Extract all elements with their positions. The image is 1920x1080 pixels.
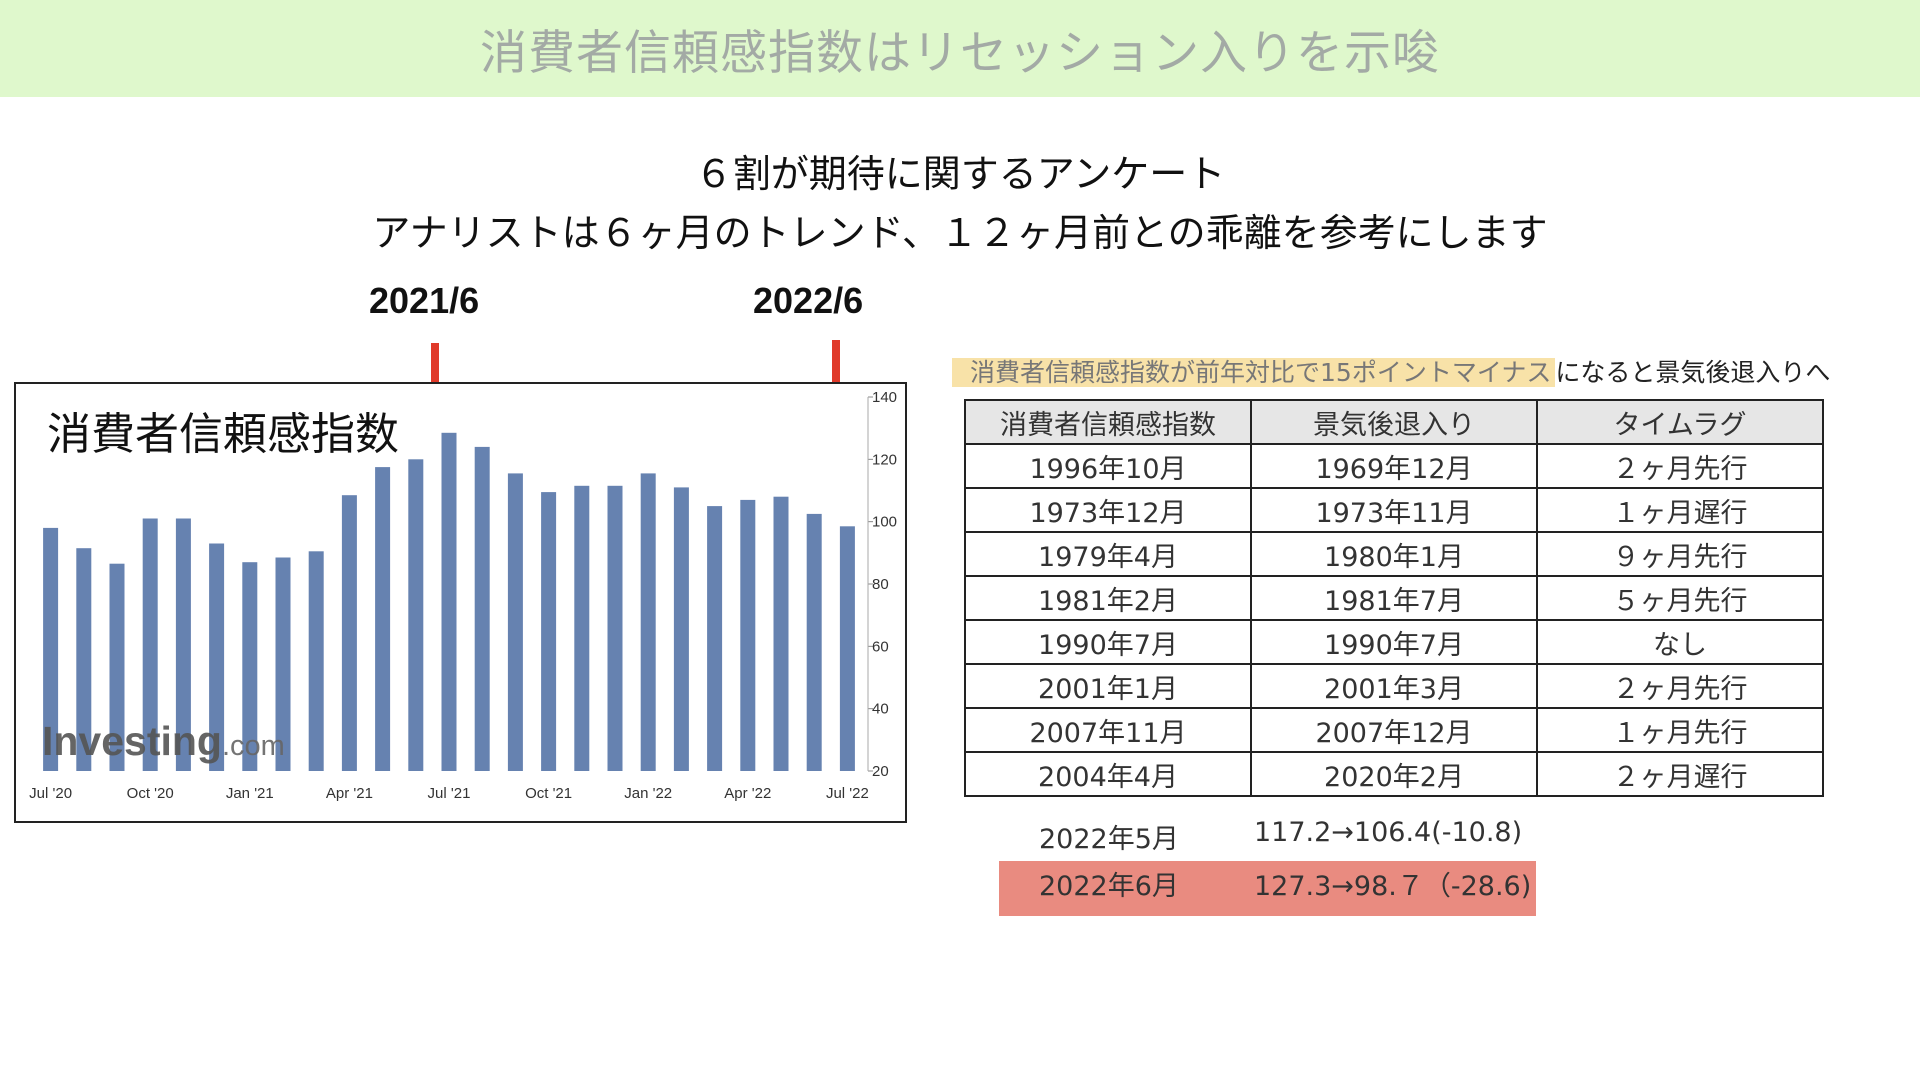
- table-row: 2004年4月 2020年2月 ２ヶ月遅行: [964, 751, 1824, 797]
- bar-chart: 20 40 60 80 100 120 140 Jul '20 Oct '20 Jan '21 A…: [29, 389, 897, 802]
- bars-group: [43, 432, 855, 771]
- bar-2022-02: [673, 487, 689, 771]
- bar-2020-07: [43, 527, 59, 771]
- table-cell: 1969年12月: [1250, 443, 1538, 489]
- bar-2021-08: [474, 446, 490, 771]
- table-row: 1990年7月 1990年7月 なし: [964, 619, 1824, 665]
- bar-2022-07: [839, 526, 855, 771]
- x-tick-label: Oct '20: [127, 785, 174, 802]
- table-cell: ２ヶ月先行: [1536, 443, 1824, 489]
- bar-2021-06: [408, 459, 424, 771]
- bar-2021-11: [574, 485, 590, 771]
- table-row: 1979年4月 1980年1月 ９ヶ月先行: [964, 531, 1824, 577]
- bar-2022-06: [806, 513, 822, 771]
- bar-2020-08: [76, 548, 92, 771]
- recession-note: 消費者信頼感指数が前年対比で15ポイントマイナス になると景気後退入りへ: [952, 353, 1830, 393]
- table-cell: ９ヶ月先行: [1536, 531, 1824, 577]
- bar-2021-04: [341, 495, 357, 771]
- highlight-band: [999, 861, 1536, 916]
- bar-2021-12: [607, 485, 623, 771]
- y-tick-label: 140: [872, 389, 897, 406]
- table-cell: 2007年12月: [1250, 707, 1538, 753]
- x-tick-label: Jan '21: [226, 785, 274, 802]
- bar-2021-02: [275, 557, 291, 771]
- table-row: 1981年2月 1981年7月 ５ヶ月先行: [964, 575, 1824, 621]
- y-tick-label: 20: [872, 763, 889, 780]
- table-row: 1973年12月 1973年11月 １ヶ月遅行: [964, 487, 1824, 533]
- extra-row-change: 117.2→106.4(-10.8): [1254, 817, 1523, 848]
- table-row: 1996年10月 1969年12月 ２ヶ月先行: [964, 443, 1824, 489]
- x-tick-label: Oct '21: [525, 785, 572, 802]
- x-tick-label: Jul '20: [29, 785, 72, 802]
- bar-2021-07: [441, 432, 457, 771]
- table-cell: ２ヶ月遅行: [1536, 751, 1824, 797]
- bar-2021-09: [507, 473, 523, 771]
- bar-2021-10: [541, 492, 557, 771]
- table-row: 2007年11月 2007年12月 １ヶ月先行: [964, 707, 1824, 753]
- marker-label-2021-6: 2021/6: [369, 280, 480, 321]
- table-row: 2001年1月 2001年3月 ２ヶ月先行: [964, 663, 1824, 709]
- slide-title: 消費者信頼感指数はリセッション入りを示唆: [480, 26, 1440, 81]
- column-header: 消費者信頼感指数: [964, 399, 1252, 445]
- table-cell: 1973年11月: [1250, 487, 1538, 533]
- table-cell: 1990年7月: [1250, 619, 1538, 665]
- x-axis-ticks: Jul '20 Oct '20 Jan '21 Apr '21 Jul '21 Oct '…: [29, 785, 869, 802]
- bar-2022-04: [740, 499, 756, 771]
- table-cell: １ヶ月遅行: [1536, 487, 1824, 533]
- bar-2022-01: [640, 473, 656, 771]
- extra-row-date: 2022年6月: [1039, 871, 1179, 902]
- bar-2020-09: [109, 563, 125, 771]
- x-tick-label: Apr '21: [326, 785, 373, 802]
- y-tick-label: 80: [872, 576, 889, 593]
- chart-title: 消費者信頼感指数: [47, 409, 399, 460]
- bar-2021-01: [242, 562, 258, 771]
- extra-row-date: 2022年5月: [1039, 824, 1179, 855]
- table-cell: 1990年7月: [964, 619, 1252, 665]
- table-cell: 2007年11月: [964, 707, 1252, 753]
- table-cell: 2001年3月: [1250, 663, 1538, 709]
- title-banner: 消費者信頼感指数はリセッション入りを示唆: [0, 0, 1920, 97]
- x-tick-label: Jul '22: [826, 785, 869, 802]
- note-highlight: 消費者信頼感指数が前年対比で15ポイントマイナス: [952, 358, 1556, 387]
- x-tick-label: Jul '21: [428, 785, 471, 802]
- bar-2022-03: [707, 506, 723, 771]
- bar-2022-05: [773, 496, 789, 771]
- table-cell: ５ヶ月先行: [1536, 575, 1824, 621]
- table-cell: 2020年2月: [1250, 751, 1538, 797]
- table-cell: 1980年1月: [1250, 531, 1538, 577]
- table-cell: なし: [1536, 619, 1824, 665]
- table-cell: １ヶ月先行: [1536, 707, 1824, 753]
- table-cell: ２ヶ月先行: [1536, 663, 1824, 709]
- y-tick-label: 100: [872, 514, 897, 531]
- marker-label-2022-6: 2022/6: [753, 280, 864, 321]
- table-cell: 2001年1月: [964, 663, 1252, 709]
- bar-2021-03: [308, 551, 324, 771]
- bar-2020-12: [209, 543, 225, 771]
- table-cell: 1981年2月: [964, 575, 1252, 621]
- investing-logo: Investing.com: [42, 718, 285, 764]
- y-axis-ticks: 20 40 60 80 100 120 140: [867, 389, 897, 780]
- table-cell: 1981年7月: [1250, 575, 1538, 621]
- y-tick-label: 120: [872, 451, 897, 468]
- note-rest: になると景気後退入りへ: [1555, 358, 1831, 387]
- x-tick-label: Jan '22: [624, 785, 672, 802]
- recession-table: 消費者信頼感指数 景気後退入り タイムラグ 1996年10月 1969年12月 …: [964, 399, 1824, 797]
- table-cell: 2004年4月: [964, 751, 1252, 797]
- table-cell: 1973年12月: [964, 487, 1252, 533]
- table-cell: 1996年10月: [964, 443, 1252, 489]
- bar-2021-05: [375, 467, 391, 771]
- bar-2020-11: [175, 518, 191, 771]
- chart-panel: 20 40 60 80 100 120 140 Jul '20 Oct '20 Jan '21 A…: [14, 382, 907, 823]
- subtitle-line-1: ６割が期待に関するアンケート: [694, 152, 1226, 196]
- extra-row-change: 127.3→98.７（-28.6): [1254, 871, 1532, 902]
- column-header: タイムラグ: [1536, 399, 1824, 445]
- column-header: 景気後退入り: [1250, 399, 1538, 445]
- table-header-row: 消費者信頼感指数 景気後退入り タイムラグ: [964, 399, 1824, 445]
- x-tick-label: Apr '22: [724, 785, 771, 802]
- subtitle-line-2: アナリストは６ヶ月のトレンド、１２ヶ月前との乖離を参考にします: [372, 211, 1548, 255]
- y-tick-label: 60: [872, 638, 889, 655]
- bar-2020-10: [142, 518, 158, 771]
- y-tick-label: 40: [872, 701, 889, 718]
- table-cell: 1979年4月: [964, 531, 1252, 577]
